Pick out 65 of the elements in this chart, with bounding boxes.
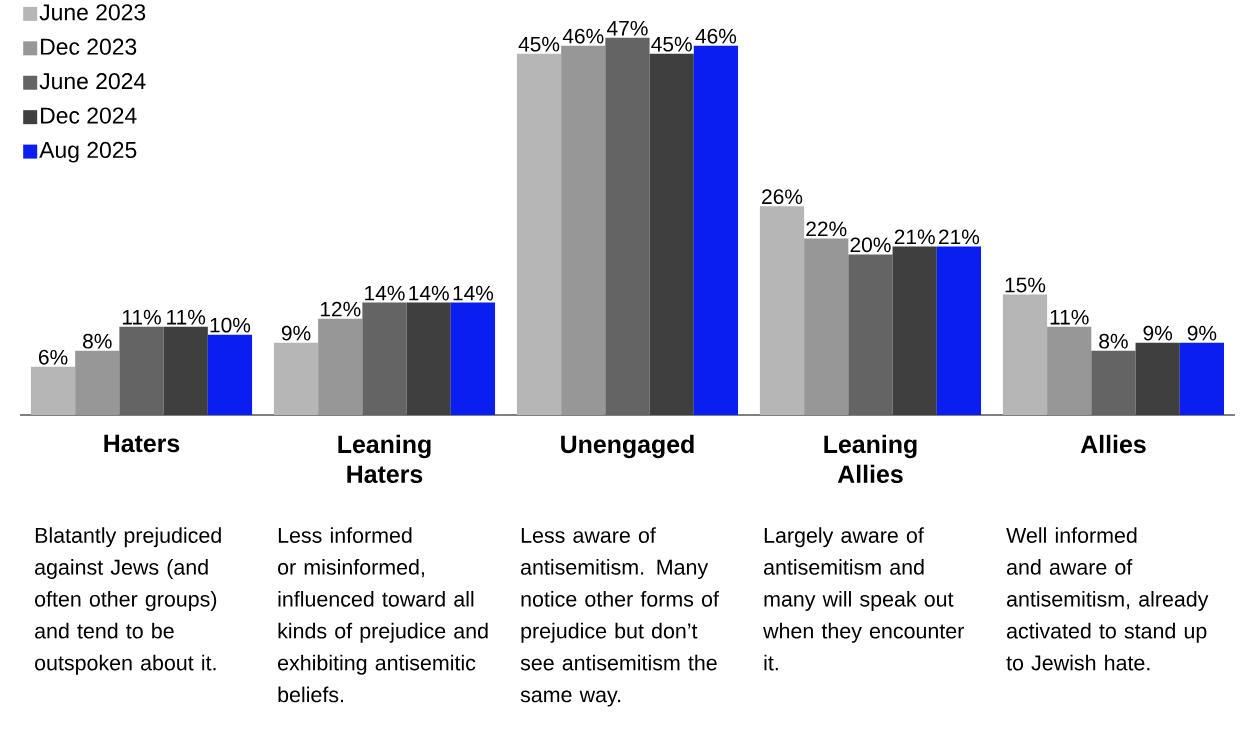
bar bbox=[693, 45, 739, 415]
data-label: 9% bbox=[1143, 325, 1173, 341]
data-label: 21% bbox=[894, 229, 935, 245]
legend-label: June 2024 bbox=[39, 73, 146, 90]
bar bbox=[605, 37, 650, 415]
bar bbox=[119, 326, 164, 415]
text: Less informed or misinformed, influenced toward all kinds of prejudice and exhibiting antisemitic beliefs. bbox=[278, 527, 488, 703]
data-label: 11% bbox=[122, 309, 161, 325]
data-label: 12% bbox=[320, 301, 361, 317]
data-label: 22% bbox=[806, 221, 847, 237]
data-label: 47% bbox=[607, 20, 648, 36]
data-label: 14% bbox=[365, 285, 405, 301]
x-tick-label: Allies bbox=[1080, 434, 1146, 454]
text: Less aware of antisemitism. Many notice other forms of prejudice but don’t see antisemitism the same way. bbox=[520, 527, 719, 707]
bar bbox=[1091, 350, 1136, 415]
bar bbox=[561, 45, 606, 415]
data-label: 9% bbox=[281, 325, 311, 341]
data-label: 8% bbox=[1099, 333, 1128, 349]
bar bbox=[362, 302, 407, 415]
bar bbox=[163, 326, 208, 415]
bar bbox=[318, 318, 363, 415]
legend-label: Aug 2025 bbox=[39, 141, 137, 163]
data-label: 20% bbox=[850, 237, 891, 253]
data-label: 46% bbox=[695, 28, 737, 44]
bar bbox=[207, 334, 253, 415]
data-label: 14% bbox=[453, 285, 494, 301]
bar bbox=[450, 302, 496, 415]
text: Blatantly prejudiced against Jews (and often other groups) and tend to be outspoken about it. bbox=[35, 527, 221, 675]
x-tick-label: Unengaged bbox=[561, 434, 694, 459]
text: Largely aware of antisemitism and many will speak out when they encounter it. bbox=[763, 527, 964, 671]
bar bbox=[848, 254, 893, 415]
bar bbox=[892, 246, 937, 415]
bar bbox=[649, 53, 694, 415]
bar bbox=[804, 238, 849, 415]
data-label: 45% bbox=[651, 36, 692, 52]
data-label: 46% bbox=[562, 28, 604, 44]
data-label: 9% bbox=[1187, 325, 1217, 341]
legend-label: Dec 2023 bbox=[41, 38, 137, 55]
bar bbox=[273, 342, 319, 415]
bar bbox=[516, 53, 562, 415]
data-label: 10% bbox=[210, 317, 251, 333]
bar bbox=[75, 350, 120, 415]
data-label: 45% bbox=[518, 36, 560, 52]
data-label: 14% bbox=[409, 285, 449, 301]
legend-label: June 2023 bbox=[39, 4, 146, 21]
x-tick-label: Haters bbox=[104, 434, 180, 453]
data-label: 11% bbox=[1050, 309, 1089, 325]
bar bbox=[406, 302, 451, 415]
bar bbox=[1002, 294, 1048, 415]
bar bbox=[759, 206, 805, 415]
x-tick-label: Leaning Allies bbox=[824, 434, 917, 484]
bar bbox=[1179, 342, 1225, 415]
data-label: 6% bbox=[38, 349, 68, 365]
legend-label: Dec 2024 bbox=[41, 107, 137, 124]
text: Well informed and aware of antisemitism, already activated to stand up to Jewish hate. bbox=[1006, 527, 1209, 671]
x-tick-label: Leaning Haters bbox=[338, 434, 431, 484]
bar bbox=[1135, 342, 1180, 415]
bar bbox=[1047, 326, 1092, 415]
data-label: 15% bbox=[1005, 277, 1046, 293]
data-label: 26% bbox=[762, 189, 803, 205]
bar bbox=[936, 246, 982, 415]
data-label: 21% bbox=[939, 229, 980, 245]
data-label: 11% bbox=[167, 309, 206, 325]
data-label: 8% bbox=[83, 333, 112, 349]
bar bbox=[30, 366, 76, 415]
